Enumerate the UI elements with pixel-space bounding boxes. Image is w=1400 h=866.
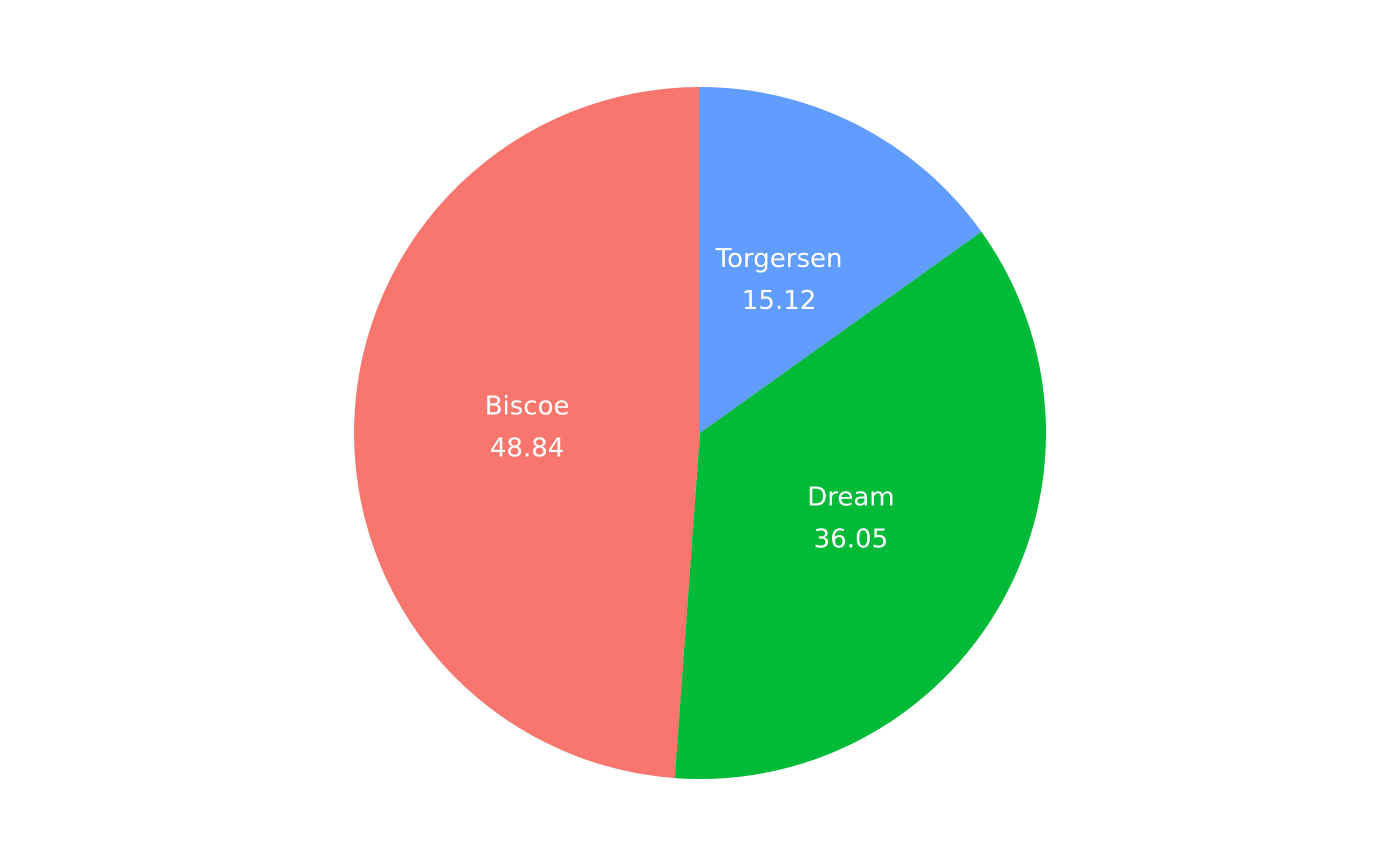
pie-slice-torgersen <box>700 87 982 433</box>
pie-labels: Torgersen 15.12 Dream 36.05 Biscoe 48.84 <box>485 244 895 555</box>
pie-slices <box>354 87 1046 779</box>
pie-slice-dream <box>674 231 1046 779</box>
slice-value-biscoe: 48.84 <box>490 434 564 464</box>
slice-label-torgersen: Torgersen <box>715 244 843 274</box>
pie-slice-biscoe <box>354 87 700 779</box>
slice-label-biscoe: Biscoe <box>485 392 570 422</box>
slice-label-dream: Dream <box>807 483 894 513</box>
slice-value-torgersen: 15.12 <box>742 286 816 316</box>
slice-value-dream: 36.05 <box>814 525 888 555</box>
